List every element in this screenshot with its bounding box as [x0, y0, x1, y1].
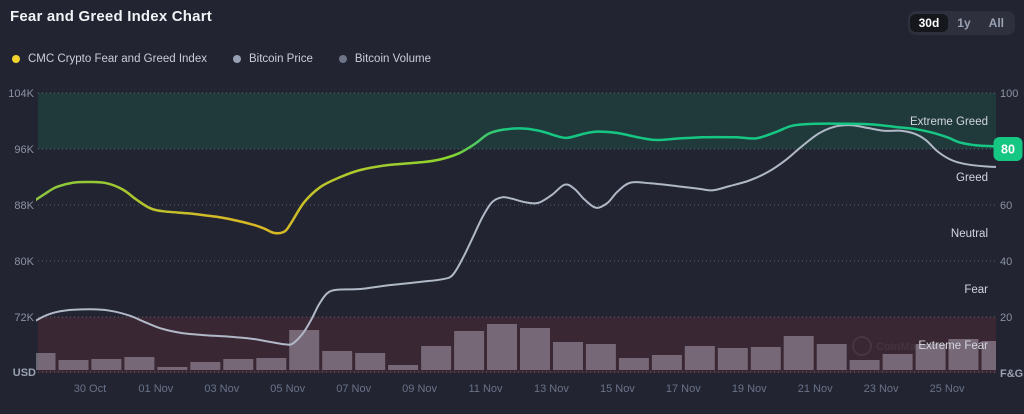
zone-label: Extreme Greed [910, 116, 988, 128]
bitcoin-price-dot-icon [232, 55, 241, 63]
right-axis-label: 60 [1000, 200, 1012, 212]
x-axis-date-label: 21 Nov [798, 383, 833, 395]
chart-legend: CMC Crypto Fear and Greed Index Bitcoin … [12, 53, 431, 65]
watermark-text: CoinMarketCap [876, 341, 957, 353]
left-axis-label: 96K [14, 144, 34, 156]
volume-bar [256, 358, 287, 370]
volume-bar [58, 360, 89, 370]
fg-index-dot-icon [12, 55, 20, 63]
x-axis-date-label: 17 Nov [666, 383, 701, 395]
volume-bar [36, 353, 56, 370]
zone-label: Neutral [951, 228, 988, 240]
current-fg-value-badge [993, 137, 1023, 161]
legend-item-bitcoin-price[interactable]: Bitcoin Price [232, 53, 313, 65]
bitcoin-volume-dot-icon [338, 55, 347, 63]
volume-bar [487, 324, 517, 370]
range-switcher: 30d 1y All [907, 11, 1015, 35]
x-axis-date-label: 03 Nov [204, 383, 239, 395]
volume-bar [585, 344, 616, 370]
volume-bar [421, 346, 452, 370]
volume-bar [190, 362, 221, 370]
right-axis-label: 100 [1000, 88, 1018, 100]
x-axis-date-label: 09 Nov [402, 383, 437, 395]
right-axis-label: 20 [1000, 312, 1012, 324]
zone-label: Extreme Fear [918, 340, 988, 352]
x-axis-date-label: 19 Nov [732, 383, 767, 395]
zone-label: Fear [964, 284, 988, 296]
volume-bar [915, 344, 946, 370]
range-button-1y[interactable]: 1y [948, 14, 979, 32]
x-axis-date-label: 30 Oct [74, 383, 106, 395]
left-axis-label: 104K [8, 88, 34, 100]
volume-bar [124, 357, 155, 370]
volume-bar [783, 336, 814, 370]
left-axis-unit: USD [13, 367, 36, 379]
legend-item-fg-index[interactable]: CMC Crypto Fear and Greed Index [12, 53, 207, 65]
zone-band-extreme-fear [38, 317, 996, 373]
legend-label: Bitcoin Volume [354, 53, 431, 65]
volume-bar [553, 342, 583, 370]
right-axis-unit: F&G [1000, 368, 1023, 380]
volume-bar [717, 348, 748, 370]
volume-bars [36, 324, 996, 370]
x-axis-date-label: 05 Nov [270, 383, 305, 395]
volume-bar [322, 351, 353, 370]
current-fg-value-text: 80 [1001, 143, 1015, 157]
volume-bar [816, 344, 847, 370]
x-axis-date-label: 07 Nov [336, 383, 371, 395]
right-axis-label: 40 [1000, 256, 1012, 268]
watermark-logo-icon [852, 336, 872, 356]
volume-bar [355, 353, 386, 370]
x-axis-date-label: 23 Nov [864, 383, 899, 395]
volume-bar [849, 360, 880, 370]
fear-greed-index-line [36, 122, 996, 235]
page-title: Fear and Greed Index Chart [10, 8, 212, 25]
volume-bar [223, 359, 254, 370]
x-axis-date-label: 13 Nov [534, 383, 569, 395]
x-axis-date-label: 15 Nov [600, 383, 635, 395]
volume-bar [520, 328, 550, 370]
x-axis-date-label: 11 Nov [469, 383, 504, 395]
left-axis-label: 80K [14, 256, 34, 268]
volume-bar [750, 347, 781, 370]
volume-bar [618, 358, 649, 370]
range-button-30d[interactable]: 30d [909, 14, 949, 32]
zone-label: Greed [956, 172, 988, 184]
legend-item-bitcoin-volume[interactable]: Bitcoin Volume [338, 53, 431, 65]
left-axis-label: 72K [14, 312, 34, 324]
range-button-all[interactable]: All [980, 14, 1013, 32]
volume-bar [388, 365, 419, 370]
volume-bar [684, 346, 715, 370]
volume-bar [651, 355, 682, 370]
volume-bar [289, 330, 320, 370]
bitcoin-price-line [36, 124, 996, 346]
zone-band-extreme-greed [38, 93, 996, 149]
x-axis-date-label: 01 Nov [138, 383, 173, 395]
volume-bar [948, 339, 979, 370]
volume-bar [882, 354, 913, 370]
volume-bar [91, 359, 122, 370]
volume-bar [981, 341, 996, 370]
volume-bar [454, 331, 485, 370]
left-axis-label: 88K [14, 200, 34, 212]
volume-bar [157, 367, 188, 370]
legend-label: CMC Crypto Fear and Greed Index [28, 53, 207, 65]
legend-label: Bitcoin Price [248, 53, 313, 65]
x-axis-date-label: 25 Nov [930, 383, 965, 395]
